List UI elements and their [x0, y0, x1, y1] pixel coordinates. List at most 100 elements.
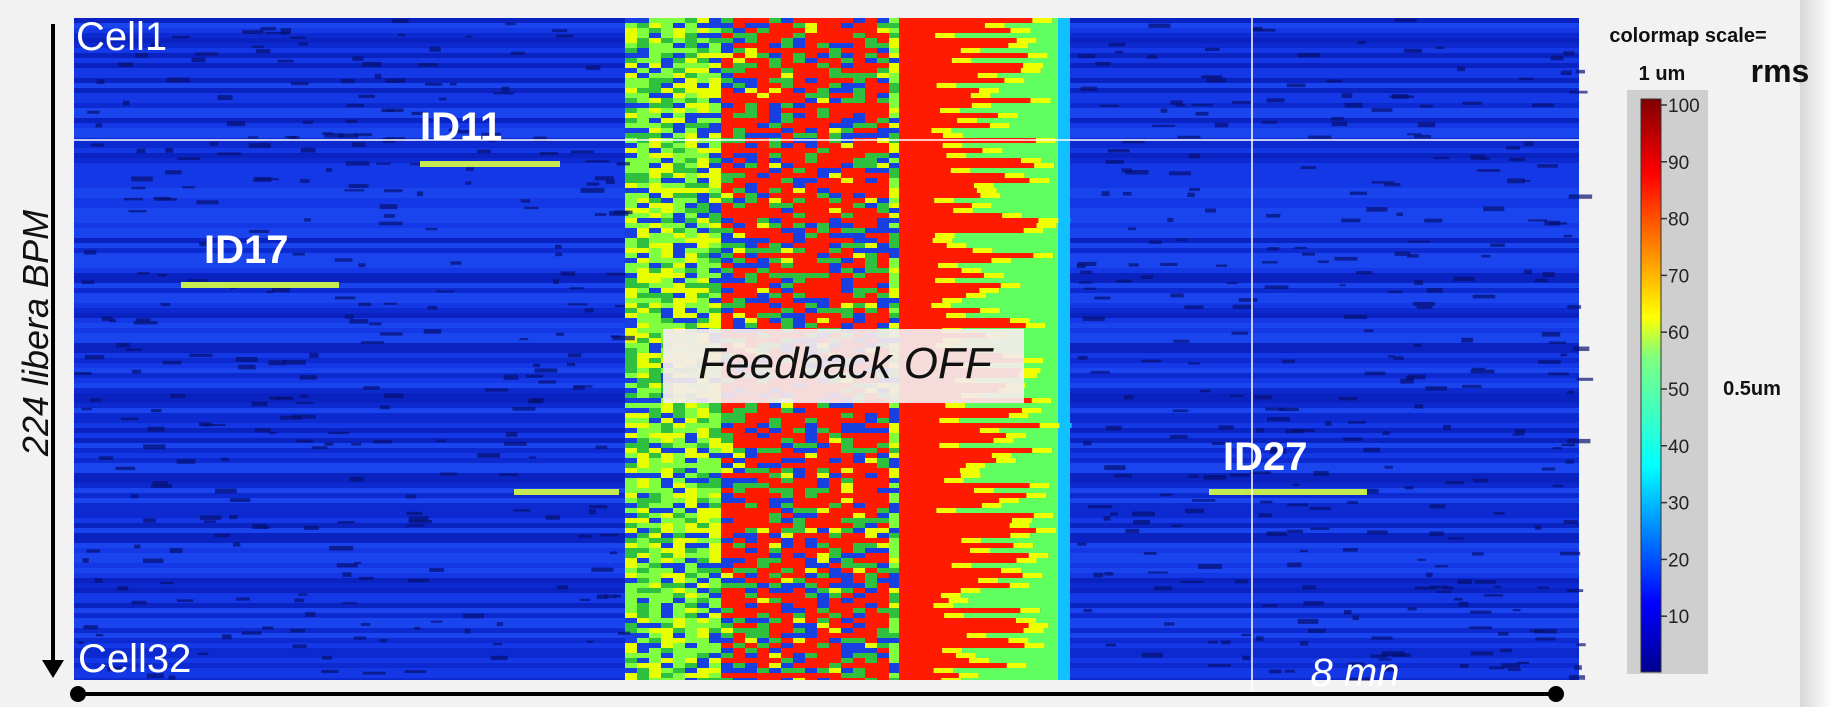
heatmap-cell: [829, 583, 841, 588]
heatmap-cell: [649, 348, 661, 353]
heatmap-cell: [625, 178, 637, 183]
heatmap-cell: [733, 88, 745, 93]
heatmap-speck: [423, 329, 442, 334]
heatmap-speck: [1481, 254, 1491, 258]
heatmap-cell: [733, 188, 745, 193]
heatmap-speck: [280, 415, 303, 420]
heatmap-row: [1069, 378, 1579, 383]
heatmap-cell: [757, 553, 769, 558]
heatmap-cell: [733, 618, 745, 623]
heatmap-cell: [781, 173, 793, 178]
heatmap-cell: [685, 418, 697, 423]
heatmap-speck: [336, 563, 358, 568]
heatmap-cell: [697, 38, 709, 43]
heatmap-cell: [899, 643, 1025, 648]
heatmap-speck: [488, 139, 496, 143]
heatmap-cell: [877, 473, 889, 478]
heatmap-cell: [841, 113, 853, 118]
heatmap-row: [1069, 223, 1579, 228]
heatmap-cell: [637, 568, 649, 573]
heatmap-row: [74, 373, 625, 378]
heatmap-cell: [977, 73, 998, 78]
heatmap-speck: [1076, 263, 1086, 269]
heatmap-cell: [769, 573, 781, 578]
heatmap-row: [74, 513, 625, 518]
heatmap-cell: [935, 278, 956, 283]
heatmap-cell: [625, 413, 637, 418]
heatmap-cell: [853, 108, 865, 113]
colorbar-tick-label: 70: [1668, 266, 1689, 287]
heatmap-cell: [637, 518, 649, 523]
heatmap-cell: [805, 668, 817, 673]
heatmap-cell: [841, 93, 853, 98]
heatmap-cell: [661, 63, 673, 68]
heatmap-cell: [829, 603, 841, 608]
heatmap-cell: [673, 33, 685, 38]
heatmap-cell: [853, 103, 865, 108]
heatmap-cell: [721, 678, 733, 680]
heatmap-cell: [965, 463, 986, 468]
heatmap-cell: [685, 168, 697, 173]
heatmap-cell: [793, 208, 805, 213]
heatmap-cell: [841, 473, 853, 478]
heatmap-cell: [841, 418, 853, 423]
heatmap-cell: [733, 68, 745, 73]
heatmap-cell: [733, 468, 745, 473]
heatmap-cell: [1004, 78, 1025, 83]
heatmap-cell: [673, 293, 685, 298]
heatmap-cell: [865, 633, 877, 638]
heatmap-speck: [606, 272, 626, 276]
heatmap-speck: [585, 160, 610, 163]
heatmap-cell: [649, 633, 661, 638]
heatmap-speck: [83, 625, 99, 630]
heatmap-cell: [805, 228, 817, 233]
heatmap-cell: [661, 143, 673, 148]
heatmap-speck: [406, 524, 425, 527]
heatmap-cell: [769, 453, 781, 458]
heatmap-speck: [1567, 305, 1582, 309]
heatmap-cell: [721, 38, 733, 43]
heatmap-cell: [1058, 618, 1070, 623]
heatmap-cell: [998, 88, 1058, 93]
heatmap-row: [1069, 433, 1579, 438]
heatmap-row: [1069, 643, 1579, 648]
heatmap-cell: [1015, 618, 1036, 623]
heatmap-cell: [625, 613, 637, 618]
heatmap-cell: [649, 613, 661, 618]
heatmap-cell: [697, 608, 709, 613]
heatmap-cell: [709, 283, 721, 288]
heatmap-cell: [817, 308, 829, 313]
heatmap-cell: [841, 658, 853, 663]
heatmap-speck: [1082, 316, 1105, 321]
heatmap-cell: [697, 123, 709, 128]
heatmap-cell: [661, 268, 673, 273]
heatmap-row: [74, 663, 625, 668]
heatmap-cell: [661, 18, 673, 23]
heatmap-cell: [769, 258, 781, 263]
heatmap-cell: [829, 158, 841, 163]
heatmap-cell: [817, 443, 829, 448]
heatmap-cell: [673, 638, 685, 643]
heatmap-cell: [649, 543, 661, 548]
heatmap-row: [1069, 148, 1579, 153]
heatmap-cell: [673, 548, 685, 553]
heatmap-cell: [865, 173, 877, 178]
heatmap-cell: [721, 213, 733, 218]
heatmap-cell: [757, 603, 769, 608]
heatmap-row: [1069, 218, 1579, 223]
heatmap-cell: [685, 513, 697, 518]
heatmap-cell: [733, 458, 745, 463]
heatmap-cell: [793, 158, 805, 163]
heatmap-cell: [745, 208, 757, 213]
heatmap-cell: [745, 483, 757, 488]
heatmap-cell: [877, 313, 889, 318]
heatmap-cell: [661, 238, 673, 243]
heatmap-cell: [889, 513, 901, 518]
heatmap-cell: [673, 648, 685, 653]
heatmap-cell: [637, 598, 649, 603]
heatmap-cell: [721, 628, 733, 633]
heatmap-cell: [625, 598, 637, 603]
heatmap-cell: [982, 148, 1003, 153]
heatmap-cell: [829, 538, 841, 543]
heatmap-cell: [625, 283, 637, 288]
